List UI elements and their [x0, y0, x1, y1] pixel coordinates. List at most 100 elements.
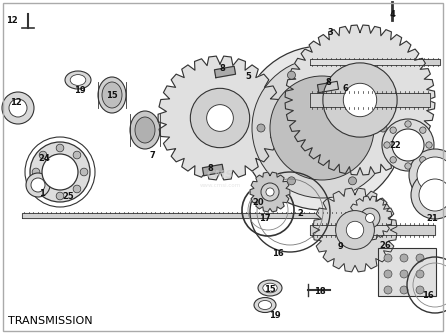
Circle shape — [80, 168, 88, 176]
Circle shape — [26, 173, 50, 197]
Text: 15: 15 — [264, 286, 276, 295]
Circle shape — [384, 286, 392, 294]
Circle shape — [417, 157, 446, 193]
Circle shape — [56, 144, 64, 152]
Circle shape — [30, 142, 90, 202]
Circle shape — [240, 46, 404, 210]
Text: 22: 22 — [389, 141, 401, 150]
Polygon shape — [310, 59, 440, 65]
Text: 6: 6 — [342, 84, 348, 93]
Text: 5: 5 — [245, 71, 251, 80]
Polygon shape — [313, 188, 397, 272]
Circle shape — [288, 177, 296, 185]
Circle shape — [288, 71, 296, 79]
Circle shape — [426, 142, 432, 148]
Text: 24: 24 — [38, 154, 50, 163]
Ellipse shape — [130, 111, 160, 149]
Circle shape — [416, 286, 424, 294]
Ellipse shape — [102, 82, 122, 108]
Circle shape — [411, 171, 446, 219]
Circle shape — [405, 163, 411, 169]
Circle shape — [382, 119, 434, 171]
Text: 19: 19 — [269, 312, 281, 321]
Circle shape — [392, 129, 424, 161]
Ellipse shape — [70, 74, 86, 86]
Circle shape — [9, 99, 27, 117]
Polygon shape — [215, 66, 235, 78]
Text: TRANSMISSION: TRANSMISSION — [8, 316, 93, 326]
Text: 8: 8 — [207, 164, 213, 172]
Circle shape — [335, 211, 374, 249]
Bar — [378, 248, 436, 296]
Circle shape — [348, 177, 356, 185]
Polygon shape — [285, 25, 435, 175]
Circle shape — [323, 63, 397, 137]
Ellipse shape — [98, 77, 126, 113]
Circle shape — [39, 151, 47, 159]
Ellipse shape — [258, 280, 282, 296]
Circle shape — [360, 208, 380, 228]
Circle shape — [384, 254, 392, 262]
Circle shape — [73, 151, 81, 159]
Circle shape — [346, 221, 364, 239]
Circle shape — [56, 192, 64, 200]
Polygon shape — [250, 172, 290, 212]
Circle shape — [39, 185, 47, 193]
Circle shape — [409, 149, 446, 201]
Text: 8: 8 — [219, 63, 225, 72]
Text: 16: 16 — [272, 249, 284, 259]
Circle shape — [405, 121, 411, 127]
Circle shape — [2, 92, 34, 124]
Circle shape — [390, 157, 396, 163]
Text: 12: 12 — [6, 15, 18, 24]
Circle shape — [400, 286, 408, 294]
Text: 12: 12 — [10, 98, 22, 107]
Circle shape — [190, 88, 250, 148]
Polygon shape — [318, 81, 339, 93]
Ellipse shape — [258, 301, 272, 310]
Circle shape — [420, 127, 426, 133]
Text: 26: 26 — [379, 240, 391, 249]
Circle shape — [384, 142, 390, 148]
Circle shape — [257, 124, 265, 132]
Ellipse shape — [135, 117, 155, 143]
Text: 20: 20 — [252, 197, 264, 206]
Circle shape — [384, 270, 392, 278]
Circle shape — [42, 154, 78, 190]
Circle shape — [73, 185, 81, 193]
Text: www.cmsi.com: www.cmsi.com — [199, 182, 241, 187]
Text: 17: 17 — [259, 213, 271, 222]
Ellipse shape — [263, 283, 277, 293]
Text: 21: 21 — [426, 213, 438, 222]
Circle shape — [416, 270, 424, 278]
Polygon shape — [158, 56, 282, 180]
Text: 8: 8 — [325, 77, 331, 87]
Circle shape — [366, 213, 375, 222]
Circle shape — [419, 179, 446, 211]
Text: 3: 3 — [327, 27, 333, 36]
Circle shape — [343, 83, 377, 117]
Text: 16: 16 — [422, 291, 434, 300]
Text: 18: 18 — [314, 288, 326, 297]
Circle shape — [416, 254, 424, 262]
Text: 2: 2 — [297, 208, 303, 217]
Circle shape — [261, 183, 279, 201]
Text: 15: 15 — [106, 91, 118, 100]
Text: 1: 1 — [39, 188, 45, 197]
Circle shape — [206, 105, 233, 131]
Ellipse shape — [254, 298, 276, 313]
Circle shape — [390, 127, 396, 133]
Text: 25: 25 — [62, 191, 74, 200]
Polygon shape — [348, 196, 392, 240]
Text: 4: 4 — [389, 9, 395, 18]
Text: 19: 19 — [74, 86, 86, 95]
Circle shape — [400, 270, 408, 278]
Polygon shape — [202, 164, 223, 176]
Text: 9: 9 — [337, 241, 343, 250]
Polygon shape — [310, 93, 430, 107]
Ellipse shape — [65, 71, 91, 89]
Circle shape — [32, 168, 40, 176]
Circle shape — [420, 157, 426, 163]
Polygon shape — [310, 225, 435, 235]
Circle shape — [31, 178, 45, 192]
